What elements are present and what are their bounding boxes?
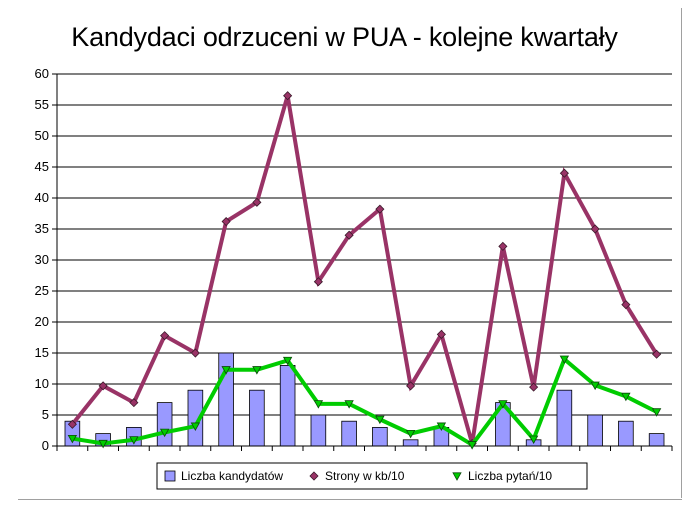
bar (310, 414, 327, 447)
triangle-point (498, 400, 508, 409)
legend-item-questions-label: Liczba pytań/10 (468, 469, 552, 483)
y-tick-label: 45 (35, 159, 49, 174)
y-tick-label: 55 (35, 97, 49, 112)
triangle-point (129, 436, 139, 445)
chart-title: Kandydaci odrzuceni w PUA - kolejne kwar… (71, 22, 618, 52)
y-tick-label: 5 (42, 407, 49, 422)
diamond-point (621, 300, 631, 310)
triangle-point (282, 356, 293, 366)
diamond-point (436, 329, 446, 339)
bar (402, 439, 419, 447)
triangle-point (467, 441, 477, 450)
diamond-point (252, 197, 262, 207)
legend-item-candidates-label: Liczba kandydatów (181, 469, 283, 483)
diamond-point (344, 230, 354, 240)
y-tick-label: 50 (35, 128, 49, 143)
diamond-point (283, 91, 293, 101)
diamond-point (160, 331, 170, 341)
diamond-point (309, 471, 319, 481)
diamond-point (67, 419, 77, 429)
diamond-point (406, 381, 416, 391)
y-tick-label: 15 (35, 345, 49, 360)
triangle-point (67, 434, 78, 444)
triangle-point (159, 428, 170, 438)
y-tick-label: 30 (35, 252, 49, 267)
chart-frame-shadow-bottom (18, 499, 682, 500)
bar (341, 420, 357, 447)
diamond-point (498, 241, 508, 251)
y-tick-label: 0 (42, 438, 49, 453)
diamond-point (313, 277, 323, 287)
triangle-point (405, 429, 416, 439)
diamond-point (652, 349, 662, 359)
triangle-point (98, 439, 108, 449)
diamond-point (98, 381, 108, 391)
diamond-point (559, 168, 569, 178)
bar (249, 389, 265, 447)
series-line-questions (72, 355, 658, 448)
triangle-point (621, 392, 631, 402)
legend-box (156, 462, 588, 490)
bar (156, 402, 173, 447)
bar (587, 414, 603, 447)
triangle-point (590, 381, 600, 391)
diamond-point (590, 224, 600, 234)
diamond-point (221, 216, 231, 227)
y-tick-label: 25 (35, 283, 49, 298)
y-tick-label: 40 (35, 190, 49, 205)
triangle-point (313, 400, 324, 409)
chart-frame-shadow-right (681, 8, 682, 498)
diamond-point (190, 348, 200, 358)
triangle-point (436, 422, 447, 431)
legend-item-pages-label: Strony w kb/10 (325, 469, 405, 483)
triangle-point (344, 400, 354, 409)
y-tick-label: 35 (35, 221, 49, 236)
triangle-point (190, 422, 201, 431)
bar (556, 389, 573, 447)
diamond-point (375, 204, 385, 214)
triangle-point (452, 472, 462, 481)
series-line-pages (70, 95, 659, 445)
bar (279, 364, 296, 447)
triangle-point (252, 366, 262, 375)
y-tick-label: 10 (35, 376, 49, 391)
triangle-point (651, 408, 662, 417)
diamond-point (129, 398, 139, 408)
bar (648, 433, 665, 447)
bar (618, 420, 634, 447)
y-tick-label: 20 (35, 314, 49, 329)
triangle-point (528, 435, 539, 445)
legend-swatch-bar (164, 470, 176, 482)
bar (372, 426, 388, 447)
y-tick-label: 60 (35, 66, 49, 81)
diamond-point (529, 382, 539, 392)
triangle-point (375, 415, 385, 425)
triangle-point (221, 366, 231, 375)
triangle-point (559, 355, 570, 365)
